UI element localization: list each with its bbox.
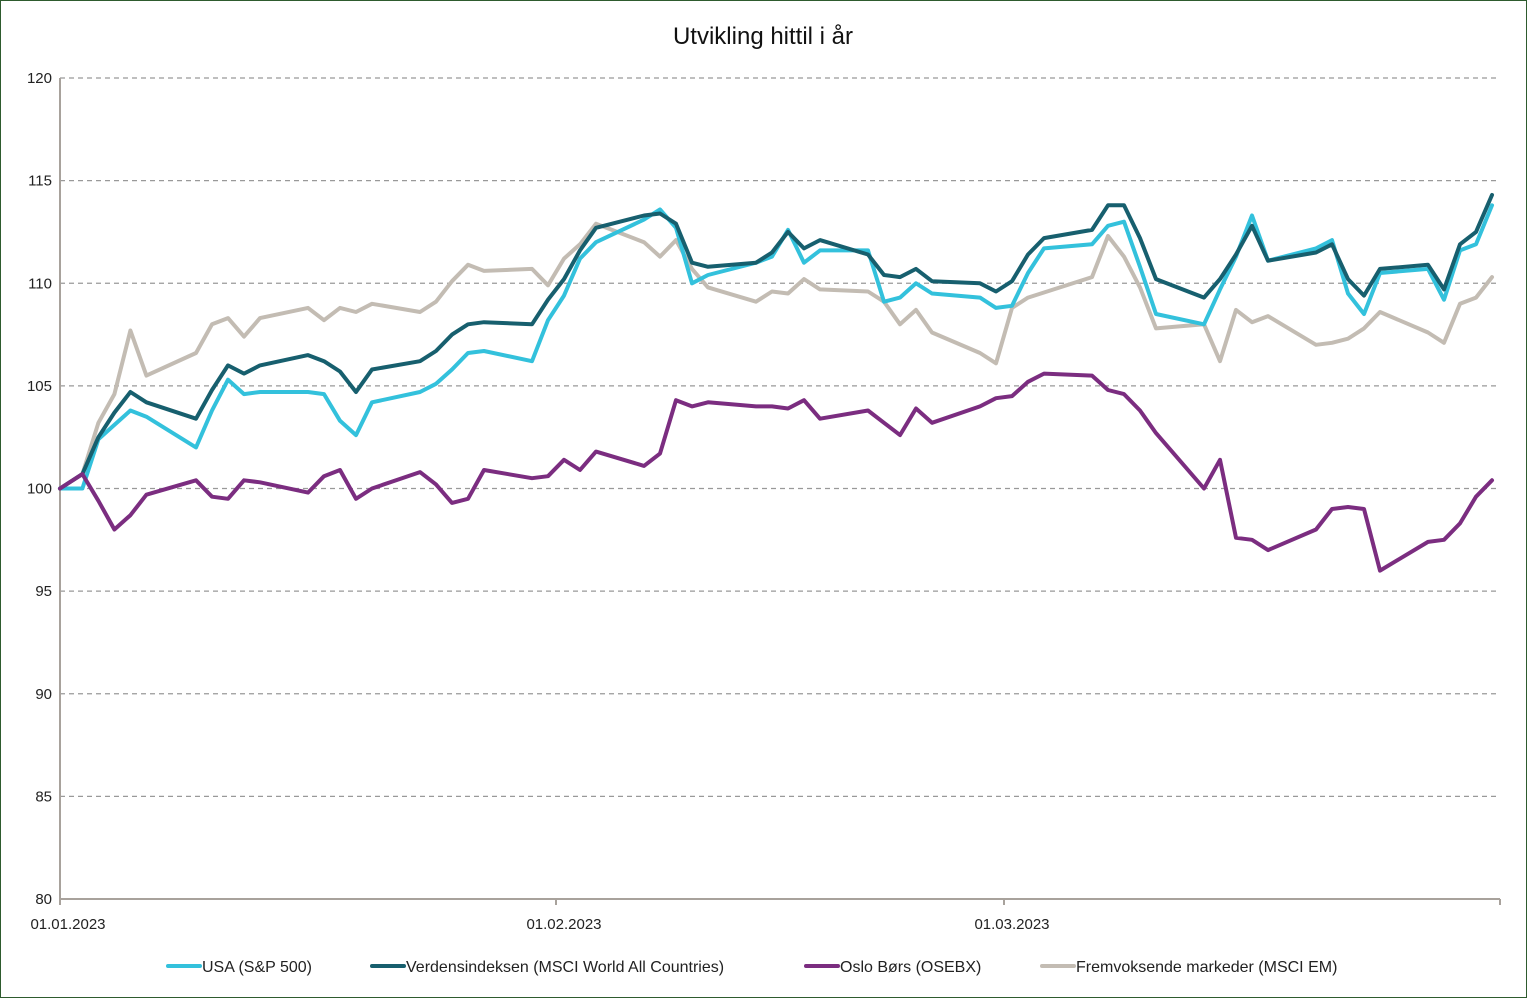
x-tick-label: 01.02.2023 <box>526 916 601 933</box>
y-tick-label: 120 <box>27 70 52 87</box>
legend-label: Verdensindeksen (MSCI World All Countrie… <box>406 959 724 976</box>
y-tick-label: 110 <box>28 275 52 292</box>
legend-label: Oslo Børs (OSEBX) <box>840 959 981 976</box>
legend-label: USA (S&P 500) <box>202 959 312 976</box>
y-tick-label: 115 <box>28 173 52 190</box>
series-line-1 <box>58 193 1494 491</box>
x-tick-label: 01.03.2023 <box>974 916 1049 933</box>
series-line-3 <box>58 221 1494 491</box>
y-tick-label: 90 <box>35 686 52 703</box>
y-tick-label: 100 <box>27 481 52 498</box>
y-tick-label: 80 <box>35 891 52 908</box>
series-lines <box>58 193 1494 573</box>
series-line-2 <box>58 371 1494 573</box>
chart-title: Utvikling hittil i år <box>673 23 853 50</box>
y-tick-label: 105 <box>27 378 52 395</box>
x-tick-label: 01.01.2023 <box>30 916 105 933</box>
gridlines <box>60 77 1500 798</box>
y-tick-label: 95 <box>35 583 52 600</box>
legend-label: Fremvoksende markeder (MSCI EM) <box>1076 959 1337 976</box>
legend: USA (S&P 500) Verdensindeksen (MSCI World… <box>166 959 1337 976</box>
axes: 80 85 90 95 100 105 110 115 120 01.01.2023 01.02.2… <box>27 70 1501 933</box>
y-tick-label: 85 <box>35 788 52 805</box>
